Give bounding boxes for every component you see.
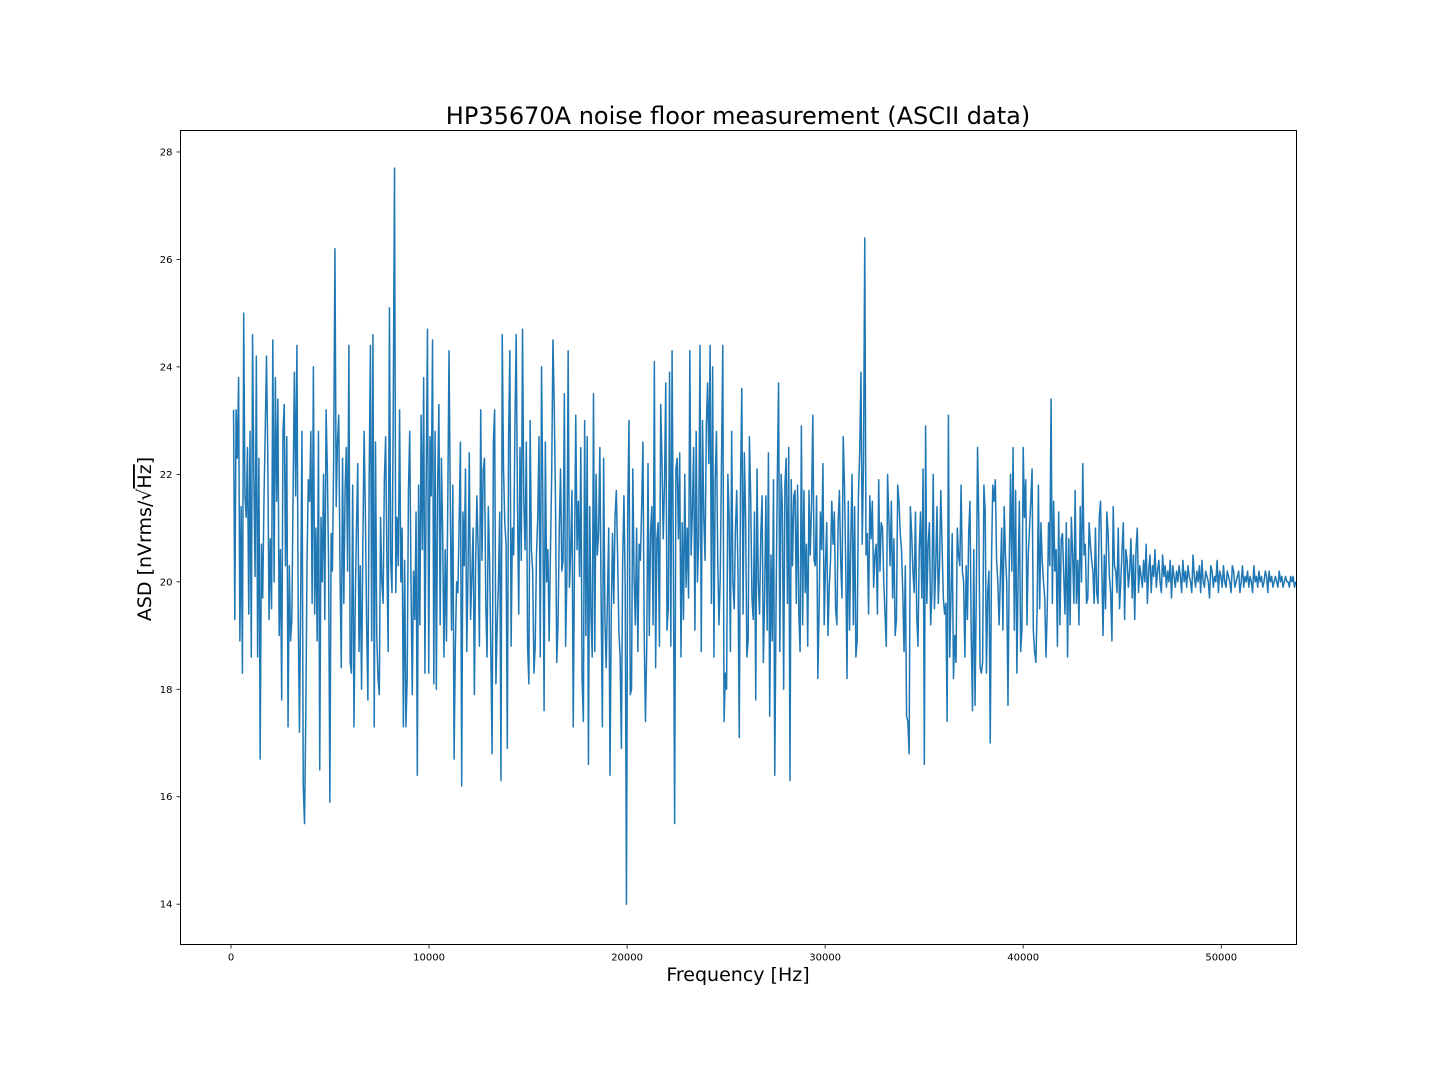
y-tick-label: 18 (160, 685, 173, 696)
x-tick-label: 10000 (413, 953, 445, 964)
x-tick-label: 30000 (809, 953, 841, 964)
y-axis-label-group: ASD [nVrms/√Hz] (134, 457, 156, 621)
y-tick-label: 14 (160, 900, 173, 911)
x-tick-label: 20000 (611, 953, 643, 964)
x-tick-label: 0 (228, 953, 234, 964)
y-tick-label: 26 (160, 255, 173, 266)
x-axis-label: Frequency [Hz] (666, 964, 809, 986)
y-tick-label: 22 (160, 470, 173, 481)
plot-frame (180, 130, 1297, 945)
y-tick-label: 20 (160, 577, 173, 588)
y-tick-label: 16 (160, 792, 173, 803)
x-tick-label: 40000 (1007, 953, 1039, 964)
series-line (232, 167, 1297, 905)
x-axis: 0 10000 20000 30000 40000 50000 (228, 944, 1237, 964)
y-tick-label: 28 (160, 147, 173, 158)
y-axis: 14 16 18 20 22 24 26 28 (160, 147, 181, 911)
y-axis-label: ASD [nVrms/√Hz] (134, 457, 156, 621)
x-tick-label: 50000 (1205, 953, 1237, 964)
chart-title: HP35670A noise floor measurement (ASCII … (446, 102, 1030, 130)
y-tick-label: 24 (160, 362, 173, 373)
